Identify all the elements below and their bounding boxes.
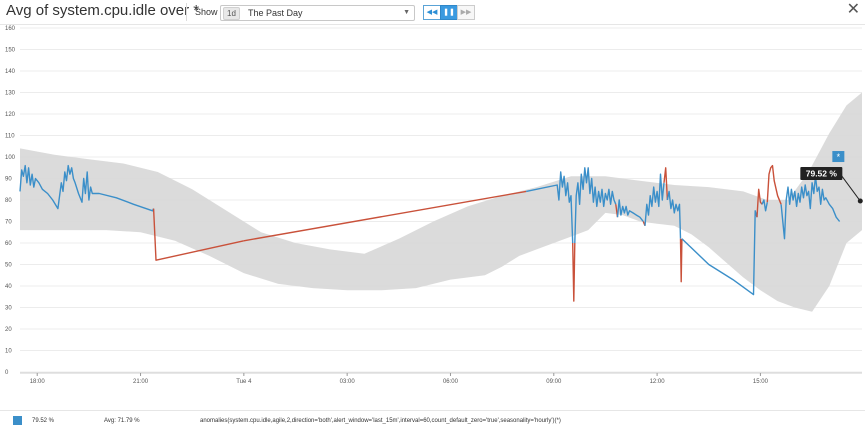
series-segment bbox=[574, 167, 617, 244]
y-tick-label: 50 bbox=[5, 263, 12, 269]
y-tick-label: 70 bbox=[5, 220, 12, 226]
playback-controls: ◀◀ ❚❚ ▶▶ bbox=[423, 5, 475, 20]
widget-title: Avg of system.cpu.idle over * bbox=[6, 2, 200, 19]
tooltip-box bbox=[800, 167, 843, 181]
pause-button[interactable]: ❚❚ bbox=[440, 5, 458, 20]
x-tick-label: 21:00 bbox=[133, 379, 149, 385]
anomaly-segment bbox=[679, 238, 683, 283]
series-segment bbox=[19, 164, 155, 212]
legend-query: anomalies(system.cpu.idle,agile,2,direct… bbox=[200, 418, 561, 424]
y-tick-label: 10 bbox=[5, 349, 12, 355]
series-segment bbox=[681, 210, 758, 296]
series-segment bbox=[666, 190, 682, 239]
anomaly-segment bbox=[756, 188, 763, 218]
header-divider bbox=[186, 3, 187, 21]
expected-range-band bbox=[20, 92, 862, 312]
legend-average: Avg: 71.79 % bbox=[104, 418, 140, 424]
series-segment bbox=[526, 171, 574, 244]
x-tick-label: Tue 4 bbox=[236, 379, 252, 385]
y-tick-label: 40 bbox=[5, 284, 12, 290]
x-tick-label: 15:00 bbox=[753, 379, 769, 385]
y-tick-label: 120 bbox=[5, 112, 16, 118]
y-tick-label: 90 bbox=[5, 177, 12, 183]
timeframe-badge: 1d bbox=[223, 7, 240, 20]
anomaly-segment bbox=[663, 167, 669, 201]
hover-point bbox=[857, 198, 863, 204]
widget-header: Avg of system.cpu.idle over * Show 1d Th… bbox=[0, 0, 865, 25]
y-tick-label: 160 bbox=[5, 26, 16, 32]
y-tick-label: 150 bbox=[5, 48, 16, 54]
series-badge bbox=[832, 151, 845, 163]
x-tick-label: 09:00 bbox=[546, 379, 562, 385]
rewind-button[interactable]: ◀◀ bbox=[423, 5, 441, 20]
x-tick-label: 12:00 bbox=[650, 379, 666, 385]
close-icon[interactable]: ✕ bbox=[846, 1, 860, 18]
series-badge-label: * bbox=[837, 152, 841, 162]
anomaly-segment bbox=[152, 208, 244, 261]
anomaly-segment bbox=[243, 190, 527, 242]
series-segment bbox=[616, 199, 644, 222]
tooltip-leader-line bbox=[839, 172, 861, 202]
y-tick-label: 30 bbox=[5, 306, 12, 312]
legend-last-value: 79.52 % bbox=[32, 418, 55, 424]
series-swatch bbox=[13, 416, 22, 425]
y-tick-label: 80 bbox=[5, 198, 12, 204]
y-tick-label: 20 bbox=[5, 327, 12, 333]
series-segment bbox=[644, 173, 665, 226]
fast-forward-button[interactable]: ▶▶ bbox=[457, 5, 475, 20]
y-tick-label: 130 bbox=[5, 91, 16, 97]
timeframe-label: The Past Day bbox=[248, 8, 303, 18]
x-tick-label: 18:00 bbox=[30, 379, 46, 385]
anomaly-segment bbox=[572, 242, 576, 302]
y-tick-label: 100 bbox=[5, 155, 16, 161]
legend: 79.52 % Avg: 71.79 % anomalies(system.cp… bbox=[0, 410, 865, 432]
timeframe-select[interactable]: 1d The Past Day ▼ bbox=[220, 5, 415, 21]
y-tick-label: 0 bbox=[5, 370, 9, 376]
anomaly-segment bbox=[766, 164, 782, 205]
series-segment bbox=[761, 199, 768, 212]
show-label: Show bbox=[195, 7, 218, 17]
chevron-down-icon: ▼ bbox=[403, 9, 410, 16]
x-tick-label: 06:00 bbox=[443, 379, 459, 385]
y-tick-label: 110 bbox=[5, 134, 15, 140]
x-tick-label: 03:00 bbox=[340, 379, 356, 385]
timeseries-chart[interactable]: 0 10 20 30 40 50 60 70 80 90 100 110 120 130 140 150 160… bbox=[0, 24, 865, 410]
series-segment bbox=[780, 175, 841, 240]
y-tick-label: 60 bbox=[5, 241, 12, 247]
y-tick-label: 140 bbox=[5, 69, 16, 75]
tooltip-value: 79.52 % bbox=[806, 169, 838, 179]
